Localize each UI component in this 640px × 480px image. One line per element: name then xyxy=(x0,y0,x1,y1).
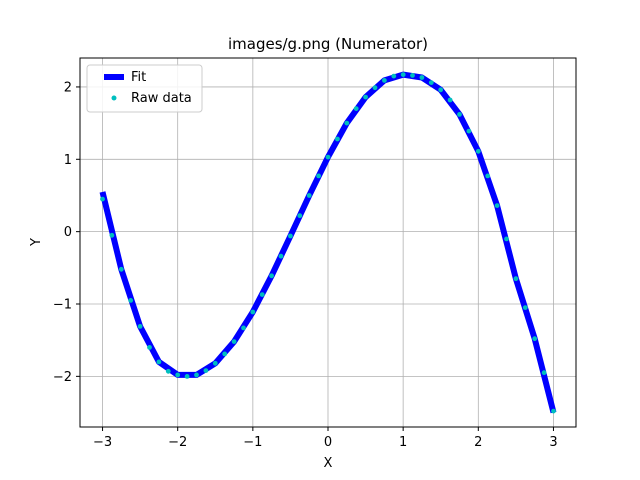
raw-data-point xyxy=(513,276,519,282)
x-tick-label: 3 xyxy=(549,435,557,450)
y-tick-label: 0 xyxy=(64,225,72,240)
raw-data-point xyxy=(391,73,397,79)
raw-data-point xyxy=(466,128,472,134)
raw-data-point xyxy=(428,80,434,85)
raw-data-point xyxy=(259,292,265,297)
raw-data-point xyxy=(457,112,462,117)
raw-data-point xyxy=(203,368,209,373)
raw-data-point xyxy=(485,173,491,179)
legend-raw-data-label: Raw data xyxy=(131,91,192,106)
x-tick-label: −3 xyxy=(93,435,112,450)
legend-raw-data-swatch xyxy=(111,95,117,101)
raw-data-point xyxy=(109,232,115,238)
raw-data-point xyxy=(100,196,105,202)
raw-data-point xyxy=(551,408,556,414)
raw-data-point xyxy=(541,370,547,376)
raw-data-point xyxy=(363,94,368,100)
axis-ticks: −3 −2 −1 0 1 2 3 −2 −1 0 1 2 xyxy=(53,80,558,450)
raw-data-point xyxy=(522,305,528,310)
raw-data-point xyxy=(344,120,350,126)
x-tick-label: −1 xyxy=(243,435,262,450)
raw-data-point xyxy=(288,233,293,239)
raw-data-point xyxy=(297,213,303,219)
y-axis-label: Y xyxy=(29,238,44,247)
raw-data-point xyxy=(175,372,181,378)
raw-data-point xyxy=(250,309,256,315)
y-tick-label: 1 xyxy=(64,153,72,168)
raw-data-point xyxy=(382,78,387,83)
raw-data-point xyxy=(532,336,538,342)
raw-data-point xyxy=(316,173,321,179)
raw-data-point xyxy=(231,339,237,344)
raw-data-point xyxy=(278,253,284,259)
raw-data-point xyxy=(410,73,415,78)
legend: Fit Raw data xyxy=(86,64,203,113)
legend-fit-label: Fit xyxy=(131,70,146,85)
chart-title: images/g.png (Numerator) xyxy=(228,35,428,53)
x-tick-label: 2 xyxy=(474,435,482,450)
raw-data-point xyxy=(400,72,406,77)
y-tick-label: −2 xyxy=(53,370,72,385)
x-tick-label: −2 xyxy=(168,435,187,450)
x-axis-label: X xyxy=(324,456,333,471)
raw-data-point xyxy=(156,359,162,365)
raw-data-point xyxy=(325,154,331,160)
raw-data-point xyxy=(475,148,481,154)
raw-data-point xyxy=(128,298,134,303)
raw-data-point xyxy=(306,193,312,198)
raw-data-point xyxy=(194,372,199,378)
raw-data-point xyxy=(212,360,218,366)
x-tick-label: 0 xyxy=(324,435,332,450)
raw-data-point xyxy=(504,236,509,242)
raw-data-point xyxy=(222,351,228,357)
raw-data-point xyxy=(269,273,274,279)
raw-data-point xyxy=(165,368,171,374)
raw-data-point xyxy=(494,203,500,209)
y-tick-label: −1 xyxy=(53,298,72,313)
raw-data-point xyxy=(372,85,378,91)
raw-data-point xyxy=(184,374,190,379)
raw-data-point xyxy=(353,106,359,111)
y-tick-label: 2 xyxy=(64,80,72,95)
x-tick-label: 1 xyxy=(399,435,407,450)
raw-data-point xyxy=(335,136,340,142)
raw-data-point xyxy=(241,325,246,331)
raw-data-point xyxy=(419,75,425,80)
raw-data-point xyxy=(438,87,444,93)
plot-series xyxy=(99,71,557,414)
raw-data-point xyxy=(447,97,453,103)
raw-data-point xyxy=(118,266,124,272)
raw-data-point xyxy=(147,345,152,350)
raw-data-point xyxy=(137,324,143,329)
